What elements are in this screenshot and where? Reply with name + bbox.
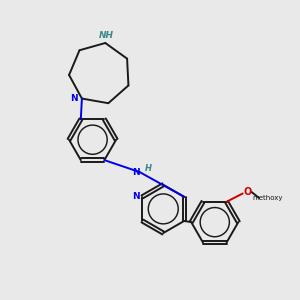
Text: NH: NH bbox=[99, 31, 114, 40]
Text: N: N bbox=[132, 192, 140, 201]
Text: N: N bbox=[132, 168, 140, 177]
Text: methoxy: methoxy bbox=[253, 195, 283, 201]
Text: H: H bbox=[144, 164, 152, 173]
Text: O: O bbox=[243, 187, 251, 197]
Text: N: N bbox=[70, 94, 77, 103]
